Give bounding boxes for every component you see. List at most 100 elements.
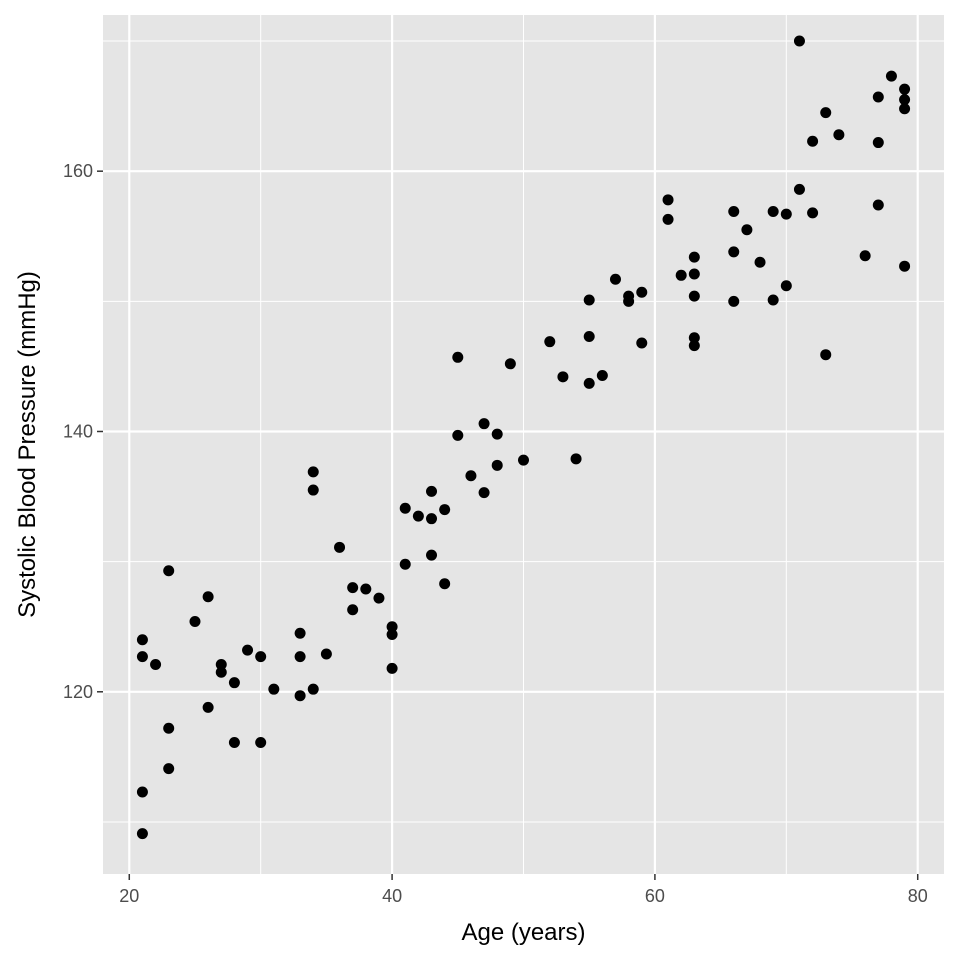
data-point xyxy=(478,418,490,430)
y-axis-title: Systolic Blood Pressure (mmHg) xyxy=(14,271,41,618)
data-point xyxy=(728,206,740,218)
data-point xyxy=(294,627,306,639)
data-point xyxy=(491,428,503,440)
data-point xyxy=(215,658,227,670)
data-point xyxy=(307,466,319,478)
data-points xyxy=(136,35,911,840)
data-point xyxy=(780,280,792,292)
x-tick-label: 60 xyxy=(645,886,665,906)
major-gridlines xyxy=(103,15,944,874)
data-point xyxy=(754,256,766,268)
data-point xyxy=(780,208,792,220)
data-point xyxy=(544,336,556,348)
data-point xyxy=(307,683,319,695)
data-point xyxy=(899,260,911,272)
data-point xyxy=(163,722,175,734)
data-point xyxy=(202,701,214,713)
data-point xyxy=(741,224,753,236)
y-tick-label: 160 xyxy=(63,161,93,181)
data-point xyxy=(360,583,372,595)
data-point xyxy=(242,644,254,656)
data-point xyxy=(583,330,595,342)
data-point xyxy=(899,94,911,106)
data-point xyxy=(228,677,240,689)
data-point xyxy=(583,294,595,306)
data-point xyxy=(688,251,700,263)
y-tick-label: 120 xyxy=(63,682,93,702)
data-point xyxy=(767,294,779,306)
data-point xyxy=(504,358,516,370)
data-point xyxy=(215,666,227,678)
data-point xyxy=(872,199,884,211)
data-point xyxy=(728,246,740,258)
data-point xyxy=(373,592,385,604)
data-point xyxy=(294,651,306,663)
data-point xyxy=(688,268,700,280)
data-point xyxy=(636,286,648,298)
x-tick-label: 80 xyxy=(908,886,928,906)
data-point xyxy=(320,648,332,660)
data-point xyxy=(675,269,687,281)
data-point xyxy=(334,541,346,553)
data-point xyxy=(163,565,175,577)
data-point xyxy=(228,737,240,749)
data-point xyxy=(136,634,148,646)
data-point xyxy=(399,502,411,514)
data-point xyxy=(899,83,911,95)
data-point xyxy=(872,91,884,103)
data-point xyxy=(439,504,451,516)
data-point xyxy=(386,662,398,674)
data-point xyxy=(662,194,674,206)
data-point xyxy=(688,290,700,302)
data-point xyxy=(662,213,674,225)
data-point xyxy=(347,604,359,616)
data-point xyxy=(163,763,175,775)
data-point xyxy=(820,349,832,361)
data-point xyxy=(820,107,832,119)
data-point xyxy=(793,35,805,47)
data-point xyxy=(623,295,635,307)
data-point xyxy=(439,578,451,590)
data-point xyxy=(518,454,529,466)
data-point xyxy=(386,629,398,641)
data-point xyxy=(833,129,845,141)
data-point xyxy=(609,273,621,285)
data-point xyxy=(307,484,319,496)
data-point xyxy=(386,621,398,633)
data-point xyxy=(728,295,740,307)
data-point xyxy=(150,658,162,670)
x-axis-title: Age (years) xyxy=(461,919,585,946)
data-point xyxy=(793,183,805,195)
data-point xyxy=(570,453,582,465)
data-point xyxy=(255,737,267,749)
data-point xyxy=(452,351,464,363)
data-point xyxy=(557,371,569,383)
data-point xyxy=(596,370,608,382)
data-point xyxy=(255,651,267,663)
data-point xyxy=(636,337,648,349)
data-point xyxy=(859,250,871,262)
data-point xyxy=(491,459,503,471)
data-point xyxy=(885,70,897,82)
data-point xyxy=(268,683,280,695)
y-tick-label: 140 xyxy=(63,421,93,441)
x-tick-label: 40 xyxy=(382,886,402,906)
data-point xyxy=(767,206,779,218)
data-point xyxy=(872,137,884,149)
data-point xyxy=(347,582,359,594)
x-tick-label: 20 xyxy=(119,886,139,906)
data-point xyxy=(452,429,464,441)
data-point xyxy=(583,377,595,389)
data-point xyxy=(294,690,306,702)
x-axis: 20 40 60 80 xyxy=(119,874,928,906)
data-point xyxy=(807,207,819,219)
data-point xyxy=(136,828,148,840)
data-point xyxy=(136,786,148,798)
data-point xyxy=(136,651,148,663)
data-point xyxy=(189,616,201,628)
data-point xyxy=(807,135,819,147)
data-point xyxy=(899,103,911,115)
data-point xyxy=(399,558,411,570)
